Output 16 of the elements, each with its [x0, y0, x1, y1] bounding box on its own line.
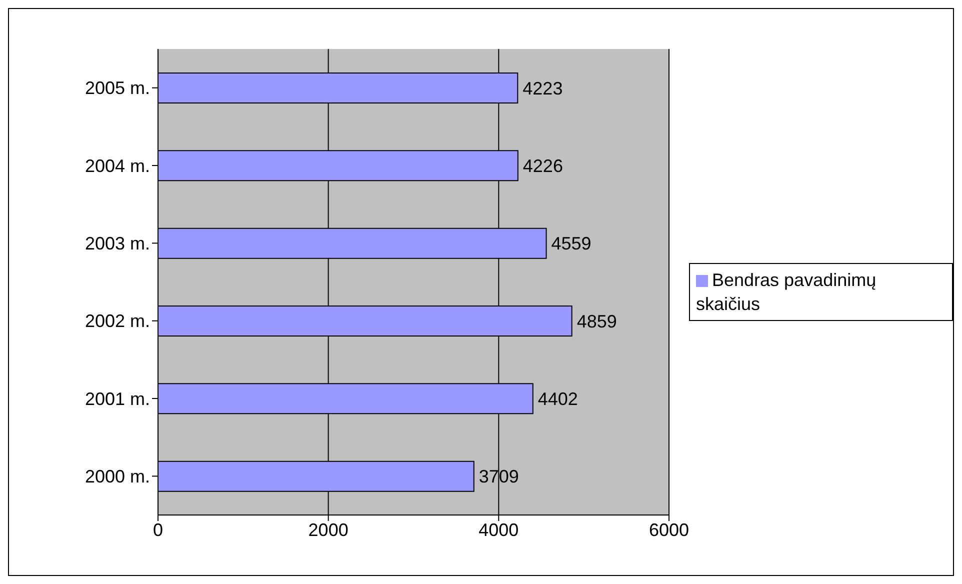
- y-tick-label: 2005 m.: [84, 78, 150, 98]
- data-label: 4226: [522, 156, 563, 176]
- data-label: 4859: [576, 311, 617, 332]
- y-tick-label: 2001 m.: [84, 388, 150, 409]
- data-label: 4223: [522, 78, 563, 98]
- x-tick-label: 6000: [648, 520, 690, 540]
- legend-label: Bendras pavadinimų skaičius: [696, 270, 876, 314]
- x-tick-label: 2000: [308, 520, 348, 540]
- y-tick-label: 2004 m.: [84, 156, 150, 176]
- data-label: 4559: [551, 234, 592, 254]
- x-tick-label: 0: [152, 520, 164, 540]
- data-label: 4402: [538, 389, 578, 410]
- y-tick-label: 2000 m.: [84, 466, 150, 487]
- y-tick-label: 2003 m.: [84, 234, 150, 254]
- y-tick-label: 2002 m.: [84, 311, 150, 332]
- x-tick-label: 4000: [478, 520, 519, 540]
